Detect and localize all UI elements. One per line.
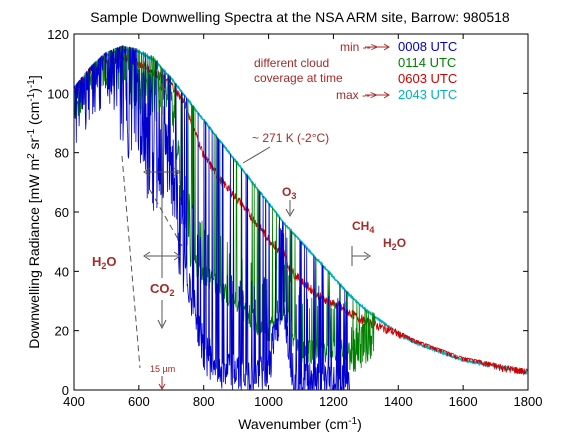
y-tick-label: 80 bbox=[55, 146, 69, 161]
y-tick-label: 100 bbox=[47, 86, 69, 101]
x-tick-label: 1600 bbox=[449, 394, 478, 409]
annotation-lines bbox=[121, 82, 371, 369]
x-tick-label: 800 bbox=[193, 394, 215, 409]
legend-series-1: 0114 UTC bbox=[398, 55, 456, 70]
x-tick-label: 1000 bbox=[254, 394, 283, 409]
annotation-15um-arrow bbox=[158, 376, 166, 390]
annotation-15um: 15 µm bbox=[150, 364, 175, 374]
legend-series-2: 0603 UTC bbox=[398, 71, 457, 86]
legend: min --> max --> different cloud coverage… bbox=[254, 39, 457, 102]
annotation-h2o-right: H2O bbox=[383, 236, 406, 252]
x-tick-label: 1200 bbox=[319, 394, 348, 409]
annotation-o3: O3 bbox=[282, 185, 296, 201]
legend-arrows bbox=[365, 43, 390, 99]
x-axis-label: Wavenumber (cm-1) bbox=[238, 416, 362, 432]
y-tick-label: 40 bbox=[55, 264, 69, 279]
annotation-co2: CO2 bbox=[150, 281, 175, 298]
y-tick-label: 0 bbox=[62, 383, 69, 398]
legend-series-0: 0008 UTC bbox=[398, 39, 457, 54]
legend-note-line1: different cloud bbox=[254, 56, 329, 70]
legend-note-line2: coverage at time bbox=[254, 71, 343, 85]
y-tick-label: 120 bbox=[47, 27, 69, 42]
x-tick-label: 400 bbox=[63, 394, 85, 409]
series-line-1 bbox=[74, 45, 376, 372]
series-line-0 bbox=[74, 45, 350, 390]
legend-min-label: min --> bbox=[340, 40, 378, 54]
annotation-ch4: CH4 bbox=[352, 219, 374, 235]
annotation-h2o-left: H2O bbox=[92, 254, 117, 271]
annotation-271k: ~ 271 K (-2°C) bbox=[252, 131, 329, 145]
legend-series-3: 2043 UTC bbox=[398, 87, 457, 102]
x-tick-label: 1400 bbox=[384, 394, 413, 409]
chart-title: Sample Downwelling Spectra at the NSA AR… bbox=[90, 9, 510, 25]
legend-max-label: max --> bbox=[336, 88, 377, 102]
y-tick-label: 20 bbox=[55, 324, 69, 339]
y-tick-label: 60 bbox=[55, 205, 69, 220]
x-tick-label: 600 bbox=[128, 394, 150, 409]
x-tick-label: 1800 bbox=[514, 394, 543, 409]
y-axis-label: Downwelling Radiance [mW m2 sr-1 (cm-1)-… bbox=[26, 75, 42, 348]
